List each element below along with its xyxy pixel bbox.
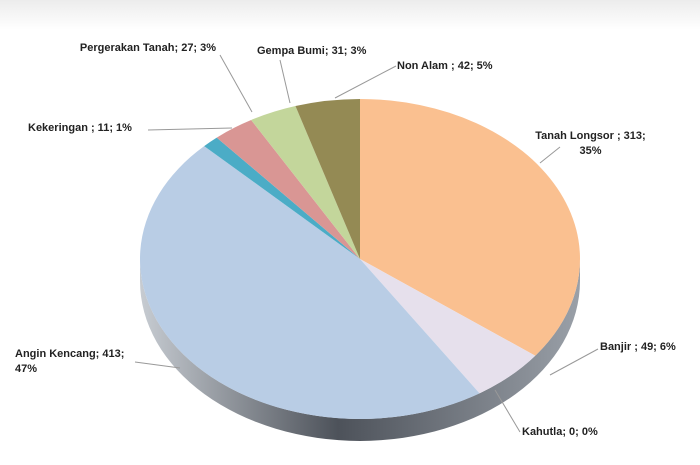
leader-line xyxy=(219,54,253,113)
data-label: Banjir ; 49; 6% xyxy=(600,341,676,353)
pie-slice xyxy=(204,137,360,259)
pie-slice xyxy=(360,259,536,394)
leader-line xyxy=(134,361,181,369)
pie-slice xyxy=(251,106,360,259)
data-label: Tanah Longsor ; 313; 35% xyxy=(535,130,646,157)
pie-slice xyxy=(295,99,360,259)
data-label: Non Alam ; 42; 5% xyxy=(397,60,493,72)
data-label: Kahutla; 0; 0% xyxy=(522,426,598,438)
leader-line xyxy=(539,146,561,164)
data-label: Pergerakan Tanah; 27; 3% xyxy=(79,42,217,54)
pie-slice xyxy=(139,146,480,420)
leader-line xyxy=(494,389,521,433)
data-label: Gempa Bumi; 31; 3% xyxy=(257,45,367,57)
leader-line xyxy=(549,348,599,376)
leader-line xyxy=(279,59,291,104)
pie-slice xyxy=(216,119,360,260)
leader-line xyxy=(147,127,233,131)
pie-slice xyxy=(360,99,580,356)
data-label: Kekeringan ; 11; 1% xyxy=(28,122,132,134)
leader-line xyxy=(334,65,397,99)
data-label: Angin Kencang; 413; 47% xyxy=(15,348,125,375)
